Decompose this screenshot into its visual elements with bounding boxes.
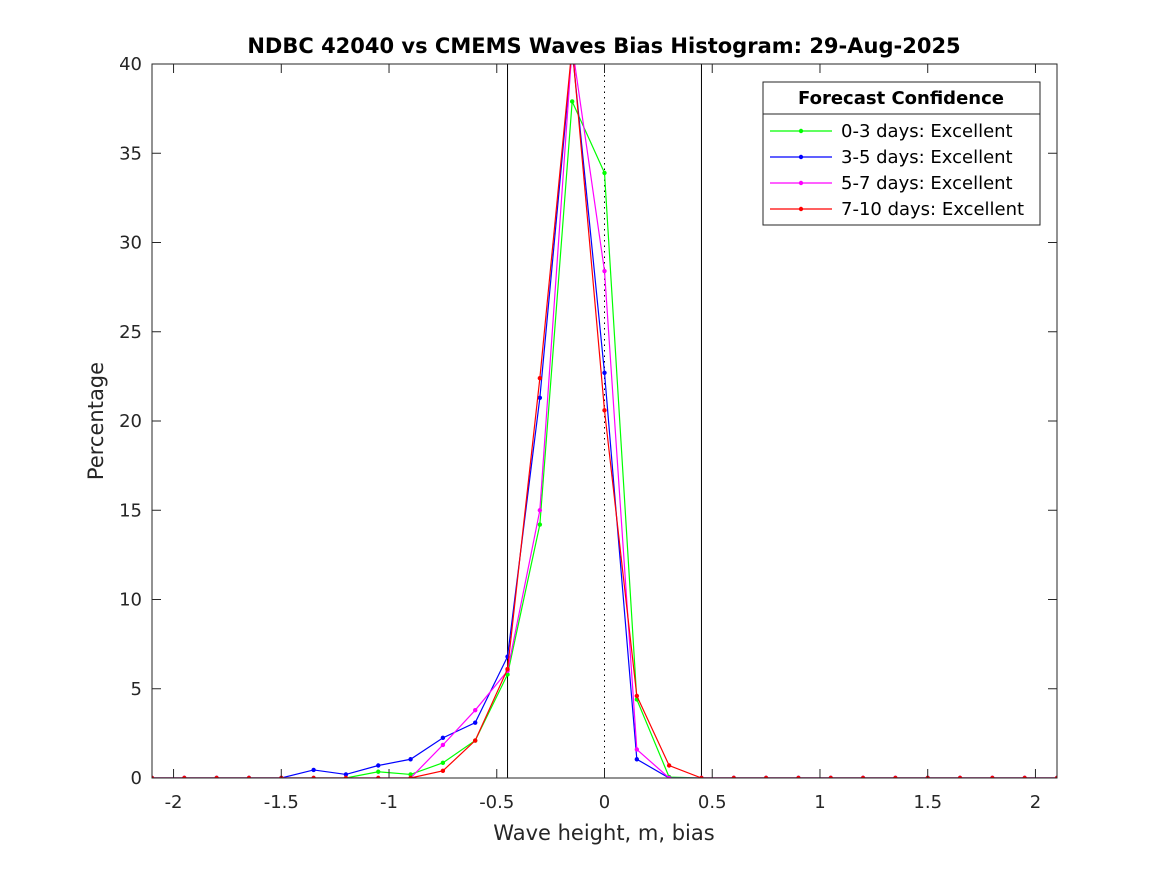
legend-title: Forecast Confidence [798,88,1004,109]
data-point [860,775,866,778]
data-point [602,370,607,376]
y-tick-label: 20 [119,411,142,432]
x-tick-label: 1.5 [913,792,942,813]
data-point [343,772,349,777]
y-tick-label: 40 [119,54,142,75]
data-point [763,775,769,778]
data-point [990,775,995,778]
y-tick-label: 30 [119,233,142,254]
legend-swatch-marker [798,128,804,134]
legend-swatch-marker [798,180,804,186]
y-tick-label: 35 [119,143,142,164]
x-tick-label: -1.5 [264,792,299,813]
data-point [473,707,478,713]
data-point [408,757,413,762]
x-tick-label: -1 [380,792,398,813]
data-point [634,747,640,752]
legend-box [762,81,1041,226]
data-point [537,395,543,400]
data-point [408,772,413,777]
y-tick-label: 15 [119,500,142,521]
data-point [311,767,316,773]
data-point [152,775,155,778]
x-tick-label: 0 [599,792,610,813]
data-point [634,693,640,699]
data-point [893,775,898,778]
legend-entry-label: 7-10 days: Excellent [841,199,1024,220]
data-point [796,775,801,778]
data-point [408,775,413,778]
data-point [634,757,640,762]
reference-lines [507,64,702,778]
data-point [505,666,510,672]
data-point [214,775,219,778]
x-tick-label: 1 [814,792,825,813]
data-point [602,268,607,274]
data-point [505,672,510,677]
y-tick-label: 10 [119,590,142,611]
y-tick-label: 25 [119,322,142,343]
data-point [376,763,381,768]
legend-entry-label: 0-3 days: Excellent [841,121,1013,142]
legend-swatch-marker [798,206,804,212]
data-point [1054,775,1057,778]
data-point [957,775,963,778]
data-point [666,775,672,778]
x-tick-label: 2 [1030,792,1041,813]
legend-entry-label: 3-5 days: Excellent [841,147,1013,168]
axes-box [151,63,1058,779]
data-point [537,508,543,513]
x-tick-label: 0.5 [698,792,727,813]
data-point [246,775,252,778]
data-point [311,775,316,778]
data-point [602,170,607,176]
x-axis-label: Wave height, m, bias [493,821,714,845]
x-tick-label: -0.5 [479,792,514,813]
data-point [569,99,575,104]
data-point [666,763,672,768]
data-point [602,408,607,413]
data-point [440,760,446,766]
data-point [731,775,736,778]
legend-entry-label: 5-7 days: Excellent [841,173,1013,194]
data-point [376,775,381,778]
data-point [182,775,187,778]
data-point [828,775,833,778]
data-point [537,522,543,527]
data-point [376,769,381,774]
data-point [440,742,446,748]
data-point [537,375,543,381]
x-tick-label: -2 [165,792,183,813]
legend-entries: 0-3 days: Excellent 3-5 days: Excellent 5-… [770,121,1024,220]
data-point [1022,775,1027,778]
data-point [699,775,704,778]
y-axis-label: Percentage [84,362,108,480]
y-tick-label: 5 [131,679,142,700]
data-point [440,735,446,741]
legend: Forecast Confidence 0-3 days: Excellent 3… [762,81,1041,226]
series-layer [152,64,1057,778]
y-tick-label: 0 [131,768,142,789]
legend-swatch-marker [798,154,804,160]
data-point [473,720,478,725]
chart-title: NDBC 42040 vs CMEMS Waves Bias Histogram… [247,34,960,58]
data-point [473,738,478,743]
data-point [343,775,349,778]
series-3 [152,64,1057,778]
data-point [440,768,446,774]
